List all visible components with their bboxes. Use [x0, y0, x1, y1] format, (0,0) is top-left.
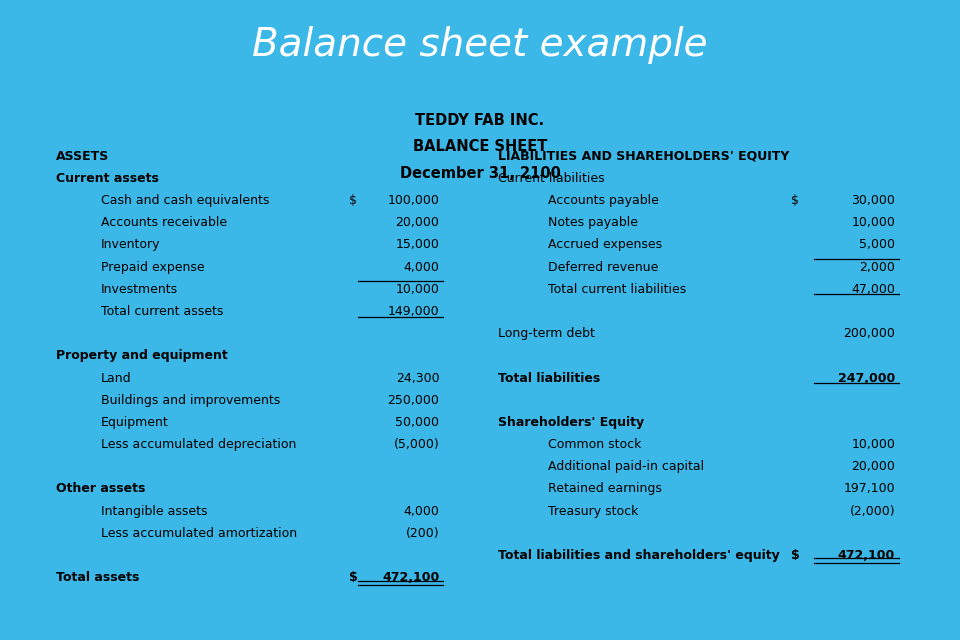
Text: Current assets: Current assets	[56, 172, 158, 185]
Text: ASSETS: ASSETS	[56, 150, 109, 163]
Text: 20,000: 20,000	[396, 216, 440, 229]
Text: 5,000: 5,000	[859, 239, 895, 252]
Text: 197,100: 197,100	[844, 483, 895, 495]
Text: 30,000: 30,000	[852, 194, 895, 207]
Text: 24,300: 24,300	[396, 372, 440, 385]
Text: Less accumulated depreciation: Less accumulated depreciation	[101, 438, 297, 451]
Text: Common stock: Common stock	[547, 438, 641, 451]
Text: 4,000: 4,000	[403, 260, 440, 274]
Text: BALANCE SHEET: BALANCE SHEET	[413, 140, 547, 154]
Text: 20,000: 20,000	[852, 460, 895, 473]
Text: 47,000: 47,000	[852, 283, 895, 296]
Text: $: $	[791, 194, 800, 207]
Text: Long-term debt: Long-term debt	[498, 327, 595, 340]
Text: Accrued expenses: Accrued expenses	[547, 239, 661, 252]
Text: Investments: Investments	[101, 283, 179, 296]
Text: $: $	[349, 571, 358, 584]
Text: Accounts payable: Accounts payable	[547, 194, 659, 207]
Text: Inventory: Inventory	[101, 239, 160, 252]
Text: 4,000: 4,000	[403, 504, 440, 518]
Text: (200): (200)	[406, 527, 440, 540]
Text: Total liabilities: Total liabilities	[498, 372, 600, 385]
Text: (2,000): (2,000)	[850, 504, 895, 518]
Text: Buildings and improvements: Buildings and improvements	[101, 394, 280, 406]
Text: Property and equipment: Property and equipment	[56, 349, 228, 362]
Text: Shareholders' Equity: Shareholders' Equity	[498, 416, 644, 429]
Text: Deferred revenue: Deferred revenue	[547, 260, 658, 274]
Text: $: $	[349, 194, 357, 207]
Text: 2,000: 2,000	[859, 260, 895, 274]
Text: Total liabilities and shareholders' equity: Total liabilities and shareholders' equi…	[498, 549, 780, 562]
Text: 149,000: 149,000	[388, 305, 440, 318]
Text: 247,000: 247,000	[838, 372, 895, 385]
Text: 10,000: 10,000	[396, 283, 440, 296]
Text: (5,000): (5,000)	[394, 438, 440, 451]
Text: 50,000: 50,000	[396, 416, 440, 429]
Text: 100,000: 100,000	[388, 194, 440, 207]
Text: Additional paid-in capital: Additional paid-in capital	[547, 460, 704, 473]
Text: Retained earnings: Retained earnings	[547, 483, 661, 495]
Text: Accounts receivable: Accounts receivable	[101, 216, 228, 229]
Text: Notes payable: Notes payable	[547, 216, 637, 229]
Text: Intangible assets: Intangible assets	[101, 504, 207, 518]
Text: December 31, 2100: December 31, 2100	[399, 166, 561, 180]
Text: Cash and cash equivalents: Cash and cash equivalents	[101, 194, 270, 207]
Text: Equipment: Equipment	[101, 416, 169, 429]
Text: LIABILITIES AND SHAREHOLDERS' EQUITY: LIABILITIES AND SHAREHOLDERS' EQUITY	[498, 150, 789, 163]
Text: Treasury stock: Treasury stock	[547, 504, 638, 518]
Text: Balance sheet example: Balance sheet example	[252, 26, 708, 64]
Text: 15,000: 15,000	[396, 239, 440, 252]
Text: 10,000: 10,000	[852, 216, 895, 229]
Text: 200,000: 200,000	[843, 327, 895, 340]
Text: Land: Land	[101, 372, 132, 385]
Text: 472,100: 472,100	[838, 549, 895, 562]
Text: Current liabilities: Current liabilities	[498, 172, 605, 185]
Text: Less accumulated amortization: Less accumulated amortization	[101, 527, 297, 540]
Text: Total assets: Total assets	[56, 571, 139, 584]
Text: Other assets: Other assets	[56, 483, 145, 495]
Text: TEDDY FAB INC.: TEDDY FAB INC.	[416, 113, 544, 128]
Text: Prepaid expense: Prepaid expense	[101, 260, 204, 274]
Text: 250,000: 250,000	[388, 394, 440, 406]
Text: Total current liabilities: Total current liabilities	[547, 283, 686, 296]
Text: 10,000: 10,000	[852, 438, 895, 451]
Text: $: $	[791, 549, 800, 562]
Text: Total current assets: Total current assets	[101, 305, 224, 318]
Text: 472,100: 472,100	[382, 571, 440, 584]
